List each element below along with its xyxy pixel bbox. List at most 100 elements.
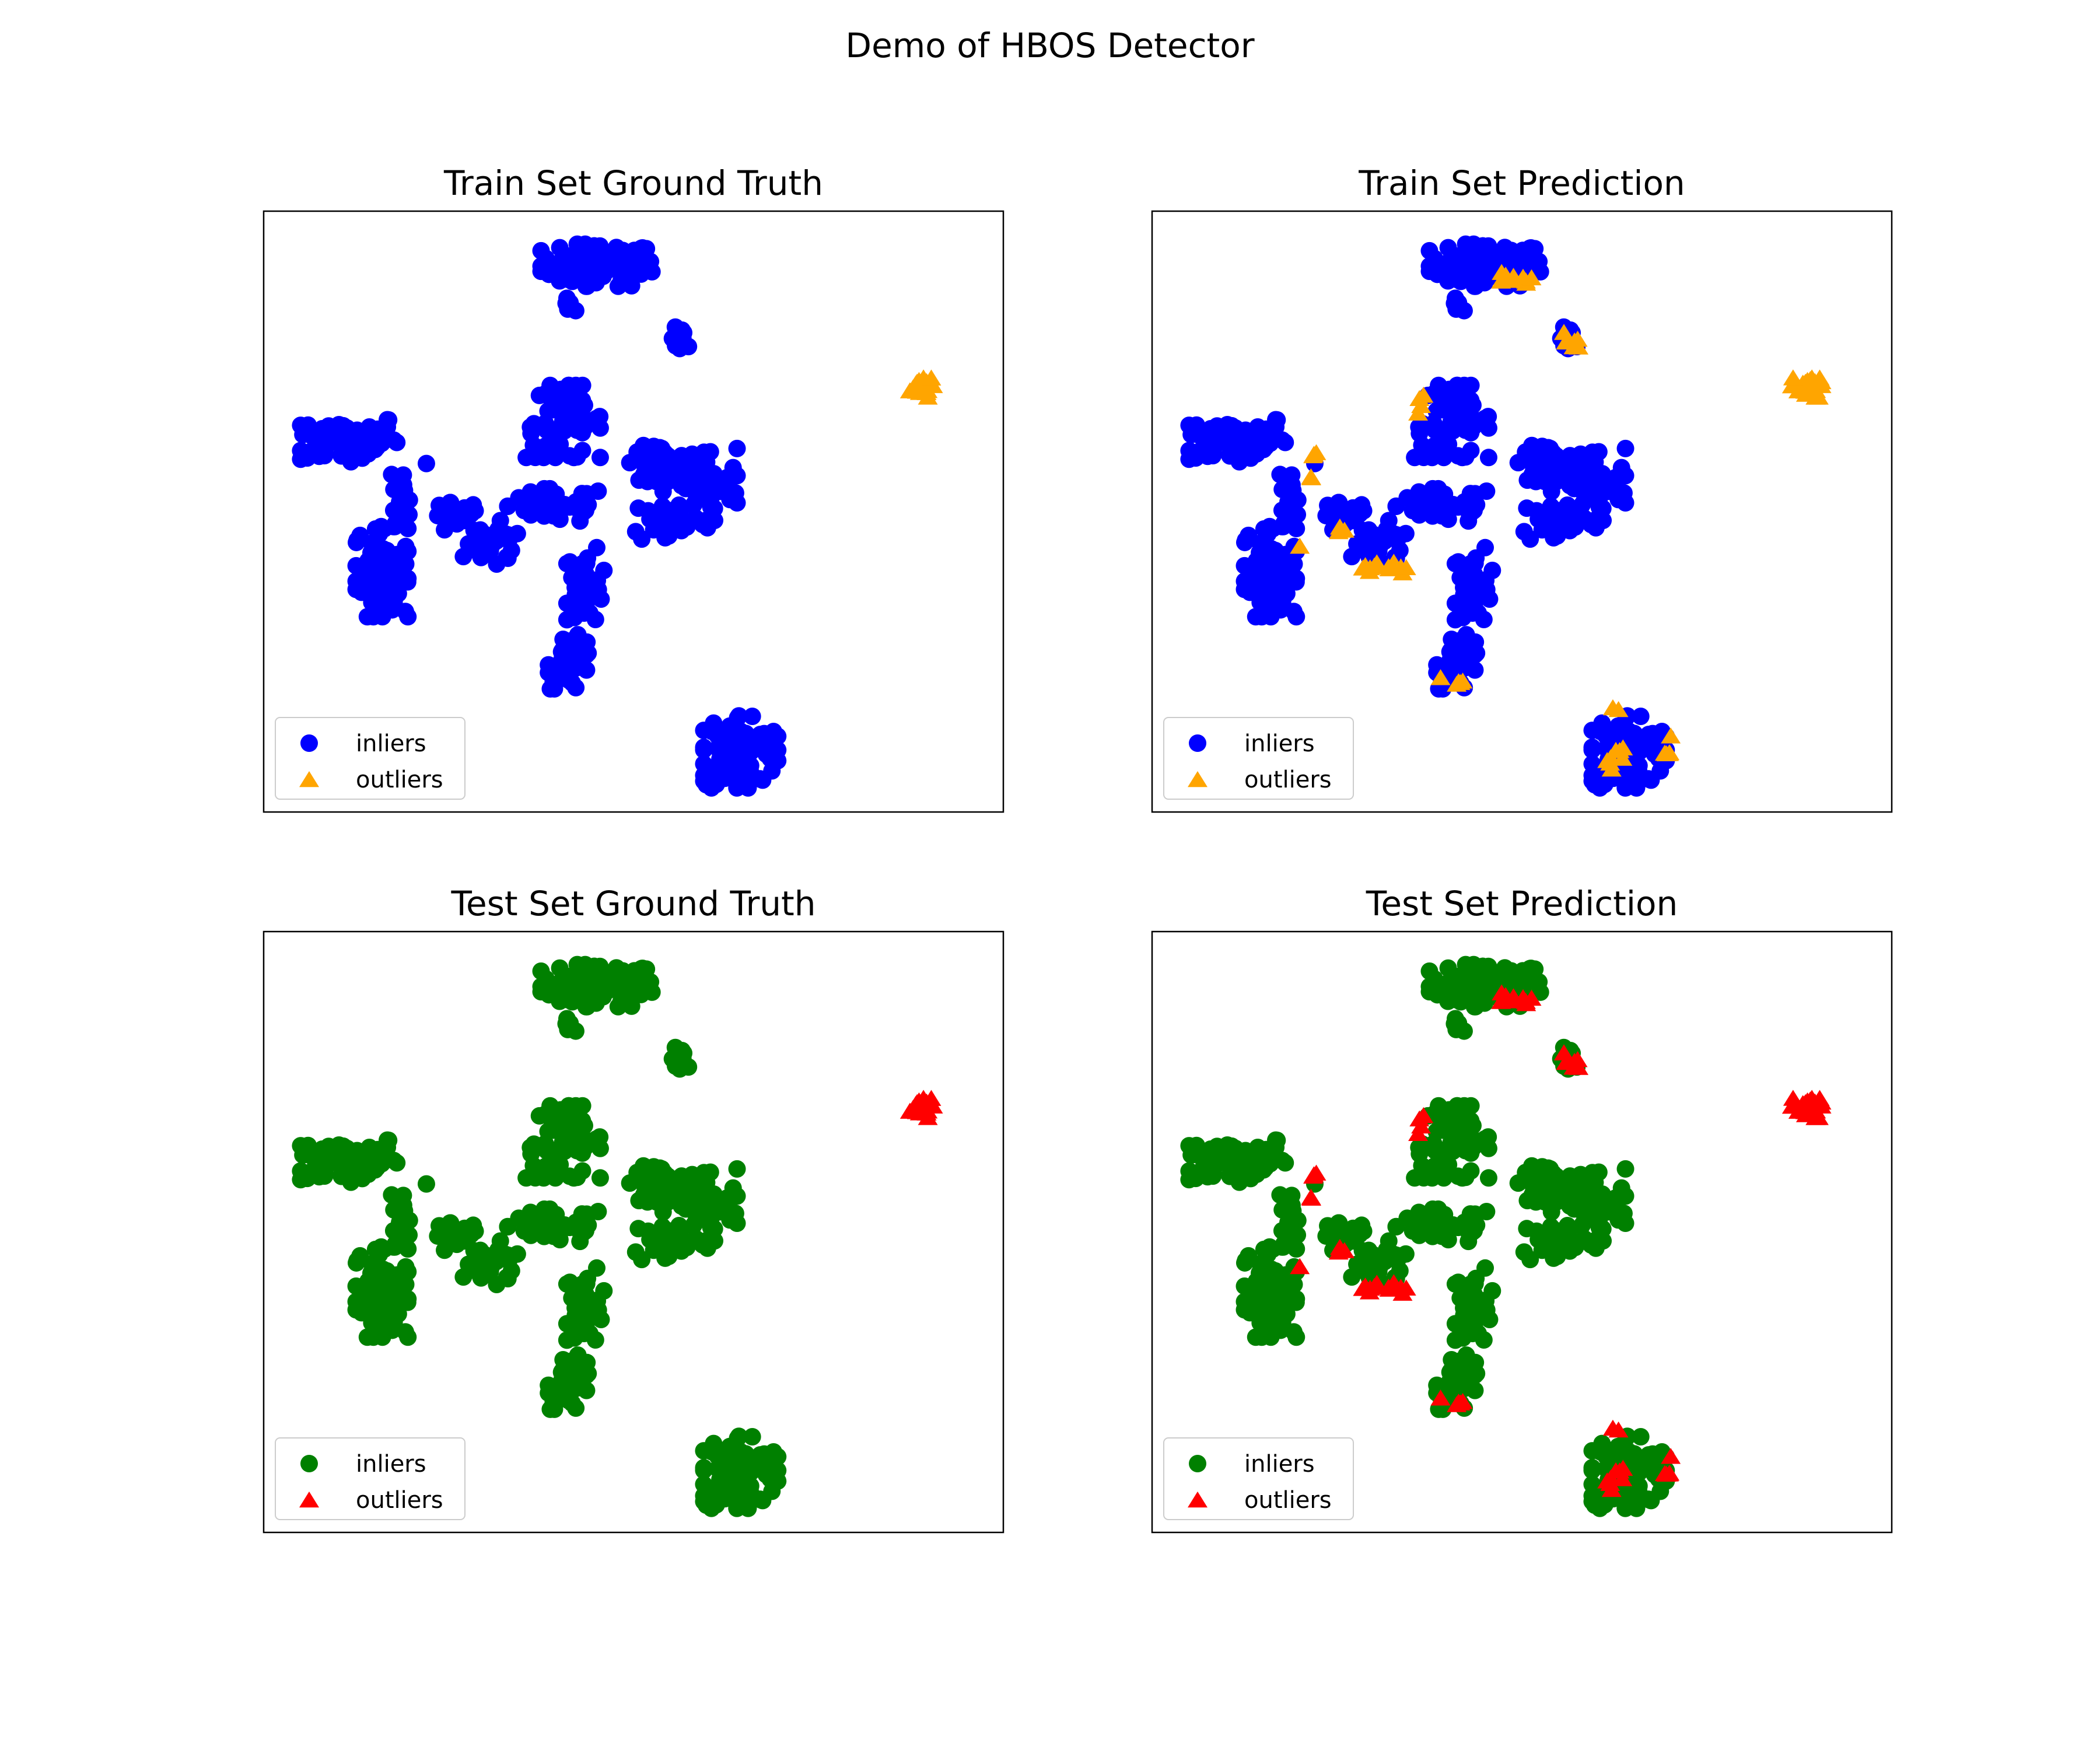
inlier-point: [680, 338, 698, 356]
inlier-point: [612, 992, 630, 1010]
inlier-point: [535, 487, 553, 505]
inlier-point: [702, 1499, 720, 1517]
inlier-point: [1420, 242, 1438, 260]
inlier-point: [769, 727, 787, 746]
inlier-point: [1441, 1363, 1459, 1381]
inlier-point: [695, 1442, 713, 1460]
inlier-point: [657, 453, 675, 471]
inlier-point: [1387, 497, 1405, 515]
inlier-point: [1583, 1442, 1601, 1460]
inlier-point: [1574, 458, 1592, 476]
outlier-point: [1408, 404, 1429, 421]
outlier-point: [1290, 537, 1310, 554]
inlier-point: [558, 1391, 576, 1409]
inlier-point: [1330, 1214, 1348, 1232]
inlier-point: [1476, 538, 1494, 556]
inlier-point: [685, 495, 703, 513]
inlier-point: [1632, 1428, 1650, 1446]
outlier-point: [1554, 1044, 1574, 1060]
inlier-point: [535, 1208, 553, 1226]
inlier-point: [694, 516, 712, 534]
inlier-point: [1518, 471, 1536, 489]
outlier-point: [1783, 1090, 1803, 1106]
inlier-point: [522, 425, 540, 443]
inlier-point: [565, 449, 583, 467]
inlier-point: [522, 1145, 540, 1163]
inlier-point: [671, 518, 690, 536]
inlier-point: [1257, 435, 1275, 453]
inlier-point: [369, 435, 387, 453]
inlier-point: [730, 1442, 748, 1460]
inlier-point: [667, 1057, 685, 1075]
legend: inliers outliers: [1163, 717, 1354, 800]
subplot-title: Test Set Ground Truth: [450, 884, 816, 923]
inlier-point: [629, 499, 648, 517]
inlier-point: [728, 439, 746, 457]
inlier-point: [1545, 1173, 1563, 1191]
legend: inliers outliers: [275, 1437, 466, 1520]
inlier-point: [1616, 439, 1634, 457]
inlier-point: [1573, 477, 1591, 495]
inlier-point: [1479, 1169, 1497, 1187]
inlier-point: [1266, 1262, 1284, 1280]
inlier-point: [1462, 991, 1480, 1009]
inlier-point: [1287, 1240, 1306, 1258]
inlier-point: [614, 242, 632, 260]
inlier-point: [1226, 1139, 1244, 1157]
inlier-point: [464, 496, 482, 514]
inlier-point: [630, 471, 648, 489]
inlier-point: [586, 1331, 604, 1349]
outlier-point: [1413, 1107, 1434, 1124]
inlier-point: [373, 608, 391, 626]
inlier-point: [499, 1269, 517, 1287]
inlier-point: [1447, 300, 1465, 318]
inlier-point: [1362, 526, 1380, 544]
inlier-point: [399, 1240, 417, 1258]
inlier-point: [730, 722, 748, 740]
inlier-point: [769, 1448, 787, 1466]
inlier-point: [1180, 1162, 1198, 1180]
inlier-point: [550, 419, 568, 438]
inlier-point: [654, 1203, 672, 1221]
inlier-point: [1274, 1238, 1292, 1256]
inlier-point: [1433, 504, 1451, 522]
inlier-point: [1257, 1156, 1275, 1174]
inlier-point: [726, 484, 744, 502]
inlier-point: [1262, 1314, 1280, 1332]
scatter-points: [292, 235, 943, 797]
inlier-point: [1531, 983, 1549, 1001]
inlier-point: [1180, 442, 1198, 460]
inlier-point: [1561, 477, 1579, 495]
inlier-point: [386, 517, 404, 536]
outlier-point: [1601, 1480, 1622, 1497]
axes-frame: [1151, 210, 1893, 813]
inlier-point: [630, 1192, 648, 1210]
inlier-point: [1287, 519, 1306, 537]
outlier-point: [1602, 699, 1623, 716]
outlier-point: [1601, 760, 1622, 777]
inlier-point: [1457, 421, 1475, 439]
inlier-point: [1628, 765, 1646, 783]
inlier-point: [633, 1251, 651, 1269]
inlier-point: [369, 1156, 387, 1174]
inlier-point: [1462, 555, 1480, 573]
inlier-point: [1353, 1216, 1371, 1234]
inlier-point: [348, 531, 366, 550]
inlier-point: [358, 608, 376, 626]
inlier-point: [1455, 636, 1474, 654]
inlier-point: [739, 779, 757, 797]
inlier-point: [671, 1238, 690, 1256]
inlier-point: [612, 271, 630, 289]
inlier-point: [1582, 1236, 1600, 1254]
inlier-point: [1441, 258, 1460, 276]
inlier-point: [1475, 1331, 1493, 1349]
inlier-point: [1410, 483, 1428, 501]
inlier-point: [1583, 738, 1601, 757]
inlier-point: [643, 983, 661, 1001]
inlier-point: [565, 1169, 583, 1187]
inlier-point: [379, 1131, 397, 1149]
outlier-point: [1301, 468, 1321, 485]
inlier-point: [558, 670, 576, 688]
outlier-point: [1794, 377, 1815, 393]
